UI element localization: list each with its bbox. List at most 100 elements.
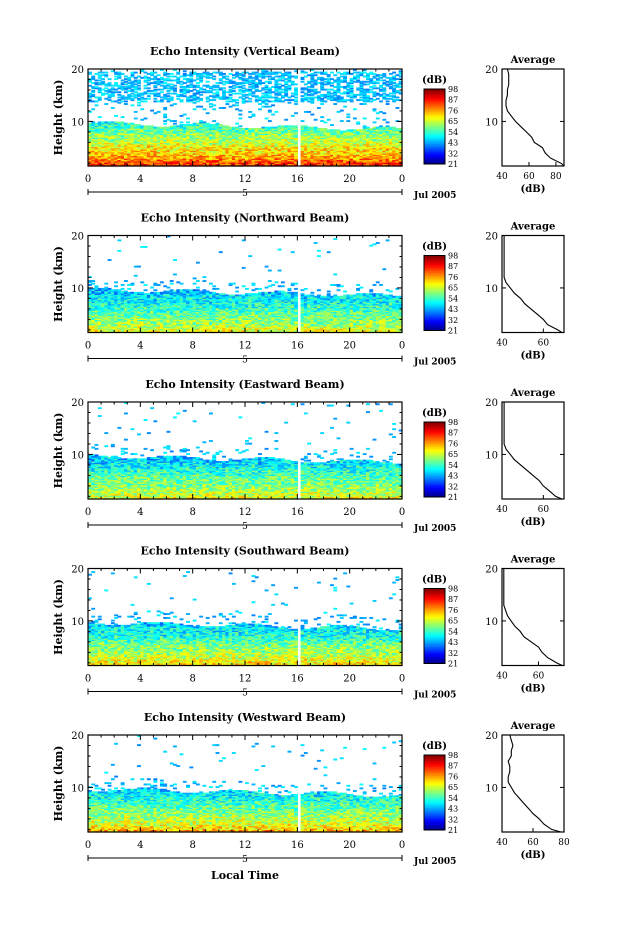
- heatmap-cell: [156, 100, 161, 103]
- heatmap-cell: [235, 160, 240, 163]
- heatmap-cell: [222, 72, 226, 75]
- heatmap-cell: [235, 137, 240, 140]
- heatmap-cell: [192, 86, 197, 88]
- heatmap-cell: [110, 87, 115, 90]
- heatmap-cell: [189, 131, 194, 134]
- heatmap-cell: [215, 86, 220, 88]
- heatmap-cell: [195, 160, 200, 163]
- heatmap-cell: [245, 146, 249, 149]
- heatmap-cell: [101, 133, 105, 136]
- heatmap-cell: [245, 129, 249, 132]
- heatmap-cell: [209, 74, 213, 77]
- heatmap-cell: [261, 127, 266, 130]
- heatmap-cell: [323, 121, 328, 124]
- heatmap-cell: [212, 124, 217, 126]
- heatmap-cell: [261, 155, 266, 158]
- heatmap-cell: [303, 142, 308, 145]
- heatmap-cell: [130, 130, 135, 133]
- heatmap-cell: [133, 88, 138, 91]
- heatmap-cell: [205, 80, 210, 83]
- heatmap-cell: [235, 156, 240, 159]
- heatmap-cell: [101, 151, 105, 154]
- heatmap-cell: [284, 88, 289, 91]
- heatmap-cell: [159, 158, 164, 161]
- heatmap-cell: [179, 131, 184, 134]
- heatmap-cell: [205, 96, 210, 99]
- heatmap-cell: [300, 137, 305, 140]
- heatmap-cell: [192, 138, 197, 141]
- heatmap-cell: [104, 145, 109, 147]
- heatmap-cell: [225, 139, 230, 142]
- heatmap-cell: [199, 162, 204, 164]
- heatmap-cell: [101, 124, 105, 126]
- heatmap-cell: [330, 124, 334, 126]
- heatmap-cell: [228, 105, 233, 108]
- heatmap-cell: [120, 96, 125, 99]
- heatmap-cell: [166, 89, 171, 92]
- heatmap-cell: [186, 150, 190, 153]
- heatmap-cell: [271, 162, 276, 164]
- heatmap-cell: [133, 152, 138, 155]
- heatmap-cell: [261, 96, 266, 99]
- heatmap-cell: [313, 158, 318, 161]
- heatmap-cell: [153, 162, 158, 164]
- heatmap-cell: [91, 143, 96, 146]
- heatmap-cell: [280, 151, 285, 154]
- heatmap-cell: [316, 143, 321, 146]
- heatmap-cell: [254, 139, 259, 142]
- heatmap-cell: [267, 135, 272, 138]
- heatmap-cell: [176, 148, 181, 151]
- heatmap-cell: [241, 143, 246, 146]
- heatmap-cell: [150, 137, 155, 140]
- heatmap-cell: [218, 74, 223, 77]
- heatmap-cell: [228, 89, 233, 92]
- chart-title: Echo Intensity (Northward Beam): [141, 212, 350, 225]
- heatmap-cell: [209, 155, 213, 158]
- heatmap-cell: [231, 138, 236, 141]
- heatmap-cell: [264, 147, 269, 150]
- heatmap-cell: [225, 141, 230, 143]
- heatmap-cell: [195, 122, 200, 125]
- heatmap-cell: [280, 154, 285, 157]
- heatmap-cell: [235, 155, 240, 158]
- heatmap-cell: [156, 83, 161, 86]
- heatmap-cell: [310, 147, 315, 150]
- heatmap-cell: [215, 152, 220, 155]
- heatmap-cell: [202, 160, 207, 163]
- heatmap-cell: [156, 93, 161, 96]
- heatmap-cell: [133, 158, 138, 161]
- heatmap-cell: [173, 147, 177, 150]
- heatmap-cell: [372, 108, 377, 111]
- heatmap-cell: [287, 146, 292, 149]
- heatmap-cell: [140, 150, 145, 153]
- heatmap-cell: [123, 158, 128, 161]
- heatmap-cell: [218, 147, 223, 150]
- heatmap-cell: [212, 127, 217, 130]
- heatmap-cell: [280, 146, 285, 149]
- heatmap-cell: [218, 155, 223, 158]
- heatmap-cell: [179, 141, 184, 143]
- heatmap-cell: [202, 138, 207, 141]
- heatmap-cell: [202, 88, 207, 91]
- heatmap-cell: [316, 107, 321, 109]
- heatmap-cell: [133, 162, 138, 164]
- heatmap-cell: [117, 145, 122, 147]
- heatmap-cell: [267, 78, 272, 81]
- heatmap-cell: [245, 158, 249, 161]
- heatmap-cell: [313, 126, 318, 129]
- heatmap-cell: [215, 143, 220, 146]
- heatmap-cell: [231, 104, 236, 107]
- heatmap-cell: [146, 138, 151, 141]
- heatmap-cell: [274, 145, 279, 147]
- heatmap-cell: [248, 110, 253, 113]
- heatmap-cell: [127, 134, 132, 137]
- heatmap-cell: [117, 160, 122, 163]
- heatmap-cell: [182, 163, 187, 166]
- heatmap-cell: [248, 88, 253, 91]
- heatmap-cell: [251, 162, 256, 164]
- heatmap-cell: [261, 126, 266, 129]
- heatmap-cell: [264, 103, 269, 105]
- heatmap-cell: [173, 125, 177, 128]
- heatmap-cell: [117, 91, 122, 94]
- heatmap-cell: [107, 146, 112, 149]
